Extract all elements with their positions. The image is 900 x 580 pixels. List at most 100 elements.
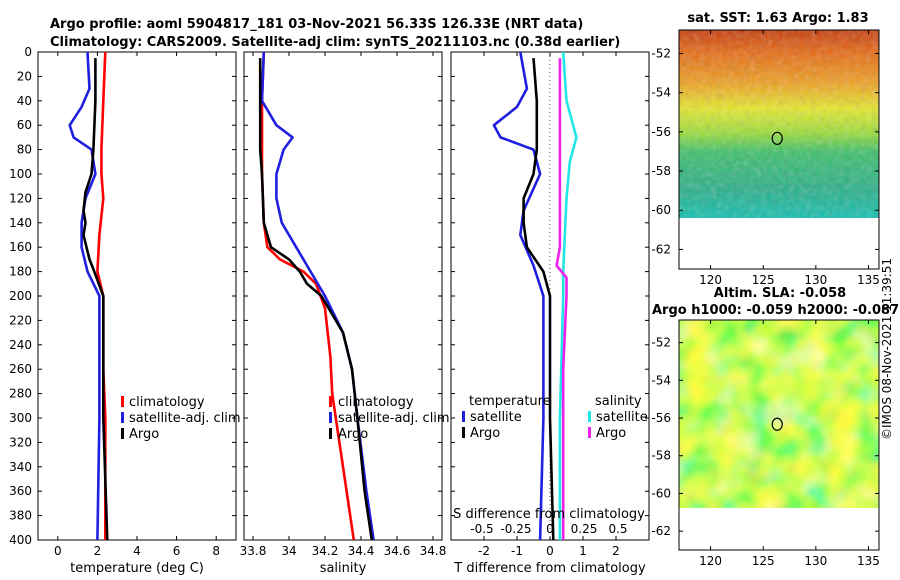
legend-swatch-argo bbox=[329, 428, 332, 439]
y-tick-label: 120 bbox=[9, 191, 32, 205]
figure-title-line2: Climatology: CARS2009. Satellite-adj cli… bbox=[50, 35, 620, 50]
x-tick-label: 8 bbox=[212, 544, 220, 558]
figure-title-line1: Argo profile: aoml 5904817_181 03-Nov-20… bbox=[50, 17, 583, 32]
map-y-tick-label: -62 bbox=[651, 242, 671, 256]
legend-swatch-s-satellite bbox=[588, 411, 591, 422]
sst-map-title: sat. SST: 1.63 Argo: 1.83 bbox=[687, 11, 868, 26]
y-tick-label: 280 bbox=[9, 387, 32, 401]
map-y-tick-label: -58 bbox=[651, 164, 671, 178]
difference-xlabel: T difference from climatology bbox=[453, 561, 646, 576]
y-tick-label: 40 bbox=[17, 94, 32, 108]
y-tick-label: 380 bbox=[9, 509, 32, 523]
temperature-legend: climatology satellite-adj. clim Argo bbox=[121, 395, 241, 442]
y-tick-label: 20 bbox=[17, 69, 32, 83]
x-tick-label: 34 bbox=[281, 544, 296, 558]
y-tick-label: 180 bbox=[9, 265, 32, 279]
legend-swatch-climatology bbox=[121, 396, 124, 407]
x-tick-label: 34.4 bbox=[348, 544, 375, 558]
map-x-tick-label: 120 bbox=[699, 554, 722, 568]
series-line-t-argo bbox=[522, 57, 555, 540]
sla-map-frame bbox=[678, 319, 880, 551]
legend-title-temperature: temperature bbox=[469, 394, 551, 409]
difference-panel: -2 -1 0 1 2 T difference from climatology S … bbox=[450, 51, 650, 576]
legend-label-s-argo: Argo bbox=[596, 426, 626, 441]
y-tick-label: 60 bbox=[17, 118, 32, 132]
series-line-argo bbox=[82, 58, 109, 540]
y-tick-label: 300 bbox=[9, 411, 32, 425]
sst-nodata bbox=[679, 218, 879, 269]
temperature-axes: 0204060801001201401601802002202402602803… bbox=[9, 45, 236, 558]
series-line-s-argo bbox=[555, 58, 568, 540]
legend-label-s-satellite: satellite bbox=[596, 410, 648, 425]
legend-label-argo: Argo bbox=[129, 427, 159, 442]
series-line-satellite-adj-clim bbox=[260, 52, 375, 540]
series-line-t-satellite bbox=[492, 52, 545, 540]
difference-axes: -2 -1 0 1 2 bbox=[451, 51, 649, 558]
map-x-tick-label: 130 bbox=[804, 554, 827, 568]
x-tick-label: 34.2 bbox=[312, 544, 339, 558]
legend-label-climatology: climatology bbox=[129, 395, 205, 410]
sla-field bbox=[679, 320, 879, 508]
x-tick-label: 33.8 bbox=[240, 544, 267, 558]
x-tick-label: 2 bbox=[94, 544, 102, 558]
y-tick-label: 400 bbox=[9, 533, 32, 547]
map-x-tick-label: 125 bbox=[752, 273, 775, 287]
x-tick-label: 1 bbox=[579, 544, 587, 558]
map-x-tick-label: 130 bbox=[804, 273, 827, 287]
difference-lines bbox=[492, 52, 578, 540]
map-y-tick-label: -60 bbox=[651, 203, 671, 217]
map-y-tick-label: -58 bbox=[651, 449, 671, 463]
map-x-tick-label: 135 bbox=[857, 273, 880, 287]
legend-label-satellite: satellite-adj. clim bbox=[129, 411, 241, 426]
sla-map-axes: -52 -54 -56 -58 -60 -62 120 125 130 135 bbox=[651, 320, 880, 568]
map-y-tick-label: -52 bbox=[651, 336, 671, 350]
x-tick-label: 34.8 bbox=[420, 544, 447, 558]
temperature-xlabel: temperature (deg C) bbox=[70, 561, 204, 576]
salinity-legend: climatology satellite-adj. clim Argo bbox=[329, 395, 450, 442]
x-tick-label: 34.6 bbox=[384, 544, 411, 558]
s-tick-label: -0.5 bbox=[470, 522, 493, 536]
map-y-tick-label: -52 bbox=[651, 47, 671, 61]
s-tick-label: -0.25 bbox=[500, 522, 531, 536]
sst-map-axes: -52 -54 -56 -58 -60 -62 120 125 130 135 bbox=[651, 30, 880, 287]
s-difference-ticks: -0.5 -0.25 0 0.25 0.5 bbox=[470, 522, 627, 536]
series-line-satellite-adj-clim bbox=[68, 52, 101, 540]
sla-map-title-line2: Argo h1000: -0.059 h2000: -0.087 bbox=[652, 303, 899, 318]
legend-swatch-satellite bbox=[121, 412, 124, 423]
x-tick-label: -1 bbox=[511, 544, 523, 558]
y-tick-label: 340 bbox=[9, 460, 32, 474]
sla-map-panel: Altim. SLA: -0.058 Argo h1000: -0.059 h2… bbox=[651, 286, 899, 568]
map-x-tick-label: 135 bbox=[857, 554, 880, 568]
y-tick-label: 240 bbox=[9, 338, 32, 352]
sla-nodata bbox=[679, 508, 879, 550]
sst-texture bbox=[679, 30, 879, 218]
map-y-tick-label: -60 bbox=[651, 486, 671, 500]
s-tick-label: 0 bbox=[546, 522, 554, 536]
y-tick-label: 140 bbox=[9, 216, 32, 230]
x-tick-label: 0 bbox=[54, 544, 62, 558]
series-line-s-satellite bbox=[558, 52, 578, 540]
map-y-tick-label: -56 bbox=[651, 125, 671, 139]
sst-map-frame bbox=[678, 29, 880, 270]
argo-location-marker bbox=[771, 417, 783, 431]
series-line-argo bbox=[258, 58, 374, 540]
legend-swatch-t-satellite bbox=[462, 411, 465, 422]
salinity-panel: 33.8 34 34.2 34.4 34.6 34.8 salinity climatol… bbox=[240, 51, 450, 576]
y-tick-label: 360 bbox=[9, 484, 32, 498]
legend-swatch-climatology bbox=[329, 396, 332, 407]
salinity-xlabel: salinity bbox=[320, 561, 367, 576]
salinity-axes: 33.8 34 34.2 34.4 34.6 34.8 bbox=[240, 51, 447, 558]
legend-swatch-satellite bbox=[329, 412, 332, 423]
x-tick-label: -2 bbox=[478, 544, 490, 558]
legend-label-t-satellite: satellite bbox=[470, 410, 522, 425]
y-tick-label: 260 bbox=[9, 362, 32, 376]
temperature-panel: 0204060801001201401601802002202402602803… bbox=[9, 45, 241, 576]
map-y-tick-label: -56 bbox=[651, 411, 671, 425]
legend-label-climatology: climatology bbox=[338, 395, 414, 410]
legend-title-salinity: salinity bbox=[595, 394, 642, 409]
y-tick-label: 220 bbox=[9, 313, 32, 327]
argo-location-marker bbox=[771, 131, 783, 145]
y-tick-label: 160 bbox=[9, 240, 32, 254]
temperature-axes-frame bbox=[37, 51, 237, 541]
